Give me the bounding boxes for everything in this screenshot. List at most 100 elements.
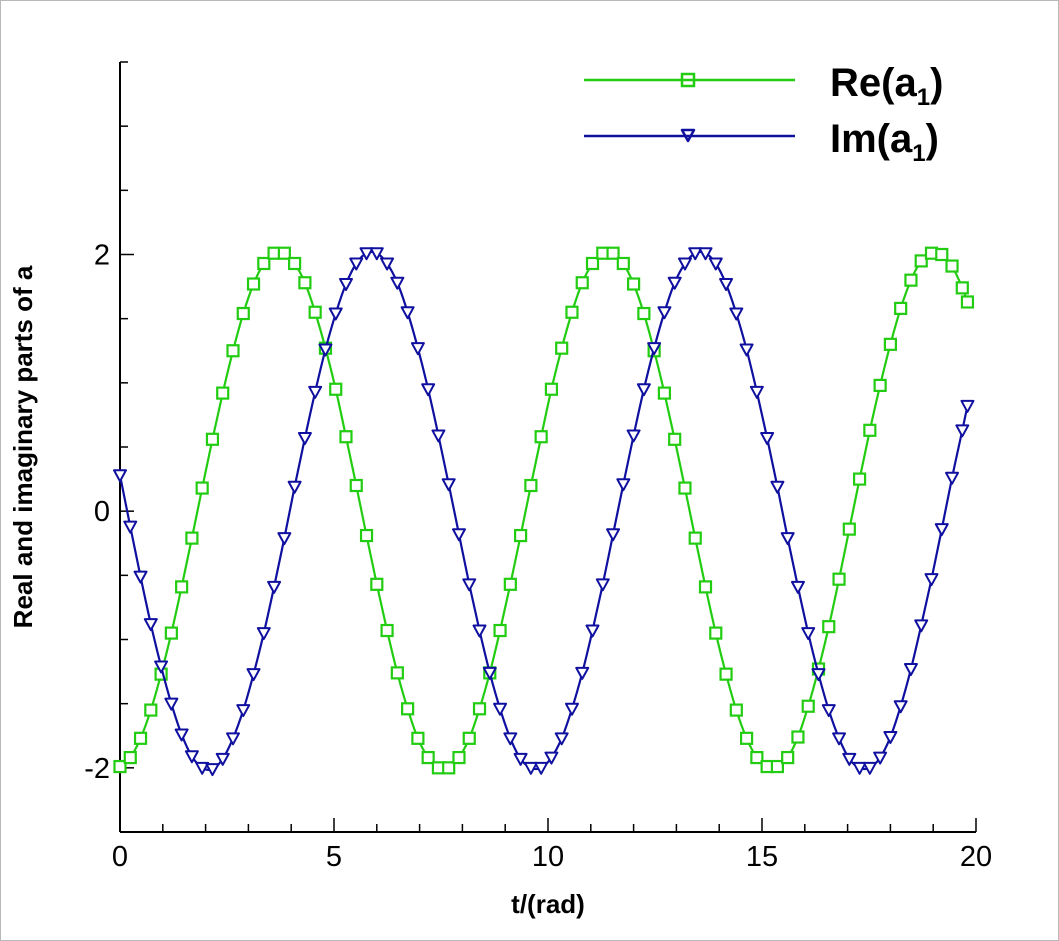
data-point-triangle	[441, 478, 456, 492]
data-point-triangle	[893, 700, 908, 714]
data-point-triangle	[575, 666, 590, 680]
data-point-square	[709, 626, 723, 640]
data-point-triangle	[903, 663, 918, 677]
data-point-triangle	[410, 342, 425, 356]
data-point-square	[421, 750, 435, 765]
data-point-square	[729, 703, 743, 717]
data-point-triangle	[657, 306, 672, 320]
data-point-square	[329, 382, 343, 396]
data-point-square	[534, 430, 548, 444]
data-point-square	[185, 531, 199, 545]
data-point-square	[370, 577, 384, 591]
data-point-triangle	[451, 528, 466, 542]
data-point-triangle	[770, 480, 785, 494]
data-point-square	[678, 481, 692, 495]
x-tick-label: 5	[326, 841, 342, 873]
data-point-triangle	[143, 618, 158, 632]
data-point-square	[945, 259, 959, 273]
data-point-square	[904, 273, 918, 287]
data-point-square	[503, 577, 517, 591]
data-point-triangle	[359, 247, 374, 261]
data-point-triangle	[945, 471, 960, 485]
data-point-square	[257, 256, 271, 271]
data-point-triangle	[431, 429, 446, 443]
data-point-square	[791, 730, 805, 744]
data-point-triangle	[780, 532, 795, 546]
data-point-triangle	[380, 257, 395, 271]
data-point-triangle	[523, 761, 538, 775]
data-point-triangle	[534, 761, 549, 775]
data-point-triangle	[164, 697, 179, 711]
data-point-square	[452, 750, 466, 765]
x-tick-label: 0	[112, 841, 128, 873]
data-point-square	[246, 277, 261, 291]
data-point-triangle	[811, 668, 826, 682]
data-point-square	[750, 750, 764, 765]
data-point-square	[216, 386, 230, 400]
data-point-triangle	[277, 532, 292, 546]
data-point-square	[298, 276, 312, 290]
data-point-square	[960, 295, 975, 309]
data-point-square	[565, 305, 579, 319]
data-point-square	[698, 580, 713, 594]
legend-marker-im	[680, 128, 696, 143]
data-point-triangle	[215, 752, 230, 766]
data-point-square	[380, 623, 394, 638]
data-point-triangle	[421, 383, 436, 397]
data-point-triangle	[960, 399, 975, 413]
data-point-triangle	[205, 763, 220, 777]
data-point-triangle	[606, 528, 621, 542]
data-point-square	[226, 344, 240, 358]
data-point-triangle	[626, 429, 641, 443]
data-point-triangle	[554, 732, 569, 746]
data-point-square	[852, 472, 867, 486]
data-point-triangle	[924, 573, 939, 587]
data-point-square	[935, 247, 949, 262]
data-point-triangle	[801, 627, 816, 641]
data-point-triangle	[585, 624, 600, 638]
data-point-triangle	[174, 728, 189, 742]
data-point-square	[637, 306, 651, 321]
data-point-square	[544, 382, 559, 396]
data-point-triangle	[739, 343, 754, 357]
data-point-triangle	[482, 666, 497, 680]
data-point-square	[195, 481, 209, 495]
data-point-square	[442, 761, 456, 775]
y-tick-label: -2	[84, 753, 110, 785]
data-point-square	[616, 256, 630, 271]
data-point-triangle	[390, 276, 405, 290]
x-axis-title: t/(rad)	[511, 889, 585, 919]
data-point-square	[626, 277, 641, 291]
data-point-triangle	[154, 660, 169, 674]
data-point-square	[308, 305, 322, 319]
data-point-triangle	[719, 278, 734, 292]
data-point-triangle	[729, 307, 744, 321]
data-point-triangle	[287, 480, 302, 494]
data-point-triangle	[544, 751, 559, 765]
x-tick-label: 10	[532, 841, 564, 873]
data-point-square	[164, 626, 178, 640]
data-point-square	[205, 432, 220, 446]
data-point-square	[883, 337, 898, 351]
data-point-square	[401, 702, 415, 716]
data-point-triangle	[513, 752, 528, 766]
data-point-square	[144, 703, 158, 717]
data-point-triangle	[934, 523, 949, 537]
data-point-square	[123, 750, 137, 765]
data-point-triangle	[616, 478, 631, 492]
data-point-square	[801, 699, 815, 713]
data-point-triangle	[308, 385, 323, 399]
data-point-square	[390, 666, 404, 680]
data-point-triangle	[369, 247, 384, 261]
data-point-square	[236, 306, 250, 321]
data-point-triangle	[338, 278, 353, 292]
data-point-triangle	[493, 702, 508, 716]
data-point-square	[832, 572, 846, 586]
data-point-triangle	[667, 276, 682, 290]
series-re	[113, 246, 975, 775]
legend-marker-re	[680, 72, 696, 88]
data-point-triangle	[195, 761, 210, 775]
data-point-square	[493, 623, 507, 638]
data-point-triangle	[472, 624, 487, 638]
